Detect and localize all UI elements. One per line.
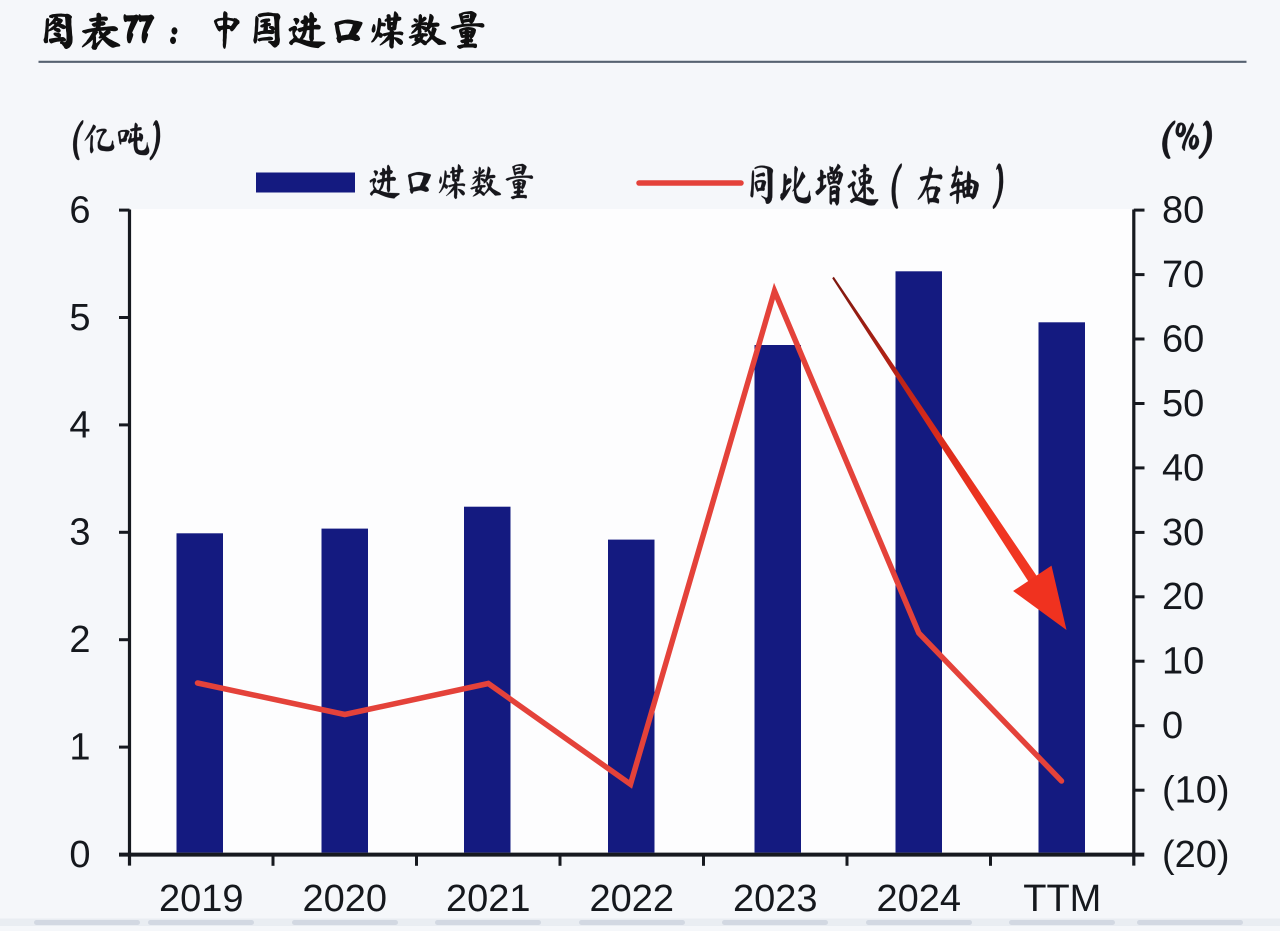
svg-text:TTM: TTM: [1023, 878, 1101, 920]
svg-text:30: 30: [1162, 512, 1204, 554]
svg-text:0: 0: [69, 834, 90, 876]
svg-text:2024: 2024: [877, 878, 962, 920]
svg-text:70: 70: [1162, 254, 1204, 296]
svg-text:50: 50: [1162, 383, 1204, 425]
svg-text:(10): (10): [1162, 770, 1230, 812]
svg-text:4: 4: [69, 404, 90, 446]
svg-text:20: 20: [1162, 576, 1204, 618]
svg-text:1: 1: [69, 727, 90, 769]
svg-text:2023: 2023: [733, 878, 818, 920]
svg-text:2: 2: [69, 619, 90, 661]
svg-text:6: 6: [69, 190, 90, 232]
svg-text:2020: 2020: [303, 878, 388, 920]
svg-text:2021: 2021: [446, 878, 531, 920]
svg-text:2022: 2022: [590, 878, 675, 920]
svg-text:2019: 2019: [159, 878, 244, 920]
svg-text:(20): (20): [1162, 834, 1230, 876]
svg-text:0: 0: [1162, 705, 1183, 747]
svg-text:5: 5: [69, 297, 90, 339]
svg-text:3: 3: [69, 512, 90, 554]
svg-text:80: 80: [1162, 190, 1204, 232]
svg-text:40: 40: [1162, 447, 1204, 489]
svg-text:10: 10: [1162, 641, 1204, 683]
svg-text:60: 60: [1162, 318, 1204, 360]
